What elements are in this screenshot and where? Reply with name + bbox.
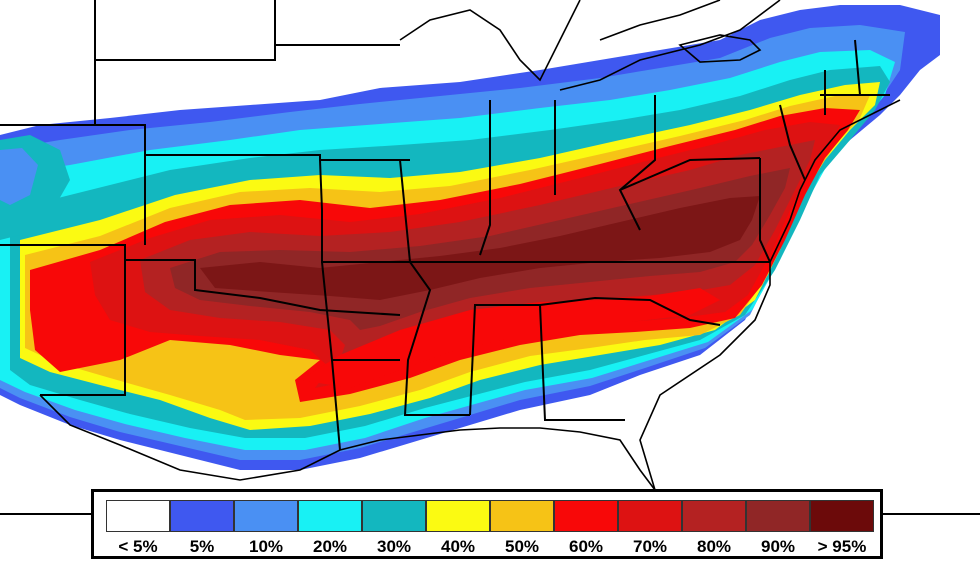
legend-label: 80% [696, 537, 732, 556]
legend-label: > 95% [817, 537, 867, 556]
legend-swatch [746, 500, 810, 532]
legend-swatch [426, 500, 490, 532]
legend-swatch [618, 500, 682, 532]
legend-swatch [298, 500, 362, 532]
band-95 [200, 196, 760, 300]
legend-swatch [106, 500, 170, 532]
legend-label: 30% [376, 537, 412, 556]
legend-labels: < 5% 5% 10% 20% 30% 40% 50% 60% 70% 80% 90% > 95% [106, 538, 874, 556]
band-southern-60 [300, 288, 720, 388]
band-west-patches-2 [0, 148, 38, 205]
legend-label: 90% [760, 537, 796, 556]
legend-swatch [170, 500, 234, 532]
legend-swatches [106, 500, 874, 532]
legend-label: < 5% [118, 537, 158, 556]
legend-label: 60% [568, 537, 604, 556]
legend-label: 70% [632, 537, 668, 556]
legend: < 5% 5% 10% 20% 30% 40% 50% 60% 70% 80% 90% > 95% [91, 489, 883, 559]
legend-swatch [810, 500, 874, 532]
legend-label: 5% [189, 537, 215, 556]
state-boundaries [0, 0, 890, 451]
coastlines [39, 0, 901, 491]
legend-swatch [554, 500, 618, 532]
legend-swatch [234, 500, 298, 532]
legend-label: 50% [504, 537, 540, 556]
legend-label: 20% [312, 537, 348, 556]
legend-swatch [362, 500, 426, 532]
legend-label: 40% [440, 537, 476, 556]
legend-swatch [682, 500, 746, 532]
legend-swatch [490, 500, 554, 532]
legend-label: 10% [248, 537, 284, 556]
